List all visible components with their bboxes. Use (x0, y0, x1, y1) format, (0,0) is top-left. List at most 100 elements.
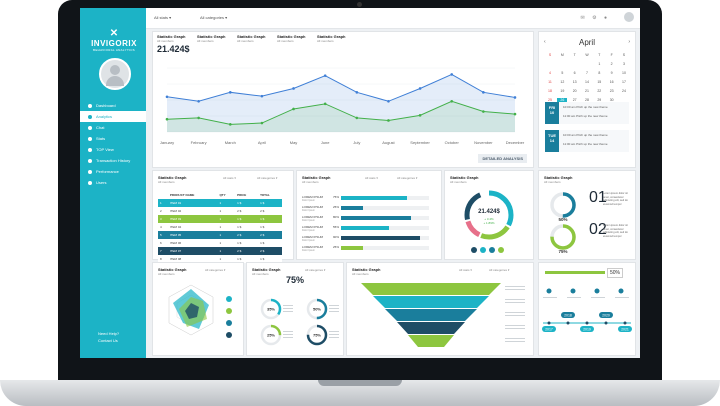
stats-dropdown[interactable]: All stats ▾ (223, 176, 236, 180)
tab-statistic-4[interactable]: Statistic Graph All members (277, 34, 306, 43)
categories-dropdown[interactable]: All categories ▾ (489, 268, 510, 272)
categories-dropdown[interactable]: All categories ▾ (200, 15, 228, 20)
sidebar-item-top-view[interactable]: TOP View (80, 144, 146, 155)
sidebar-item-dashboard[interactable]: Dashboard (80, 100, 146, 111)
calendar-day[interactable]: 16 (609, 79, 614, 84)
calendar-day[interactable]: 18 (548, 88, 552, 93)
topbar-icons[interactable]: ✉ ⚙ ● (580, 15, 610, 21)
timeline-point (547, 321, 551, 325)
calendar-day[interactable]: 22 (597, 88, 602, 93)
funnel-stage (397, 322, 465, 334)
bar-sublabel: Dolor Ipsum (302, 198, 315, 202)
calendar-day[interactable]: 5 (561, 70, 564, 75)
categories-dropdown[interactable]: All categories ▾ (305, 268, 326, 272)
stats-dropdown[interactable]: All stats ▾ (365, 176, 378, 180)
calendar-day[interactable]: 26 (557, 97, 568, 102)
calendar-day[interactable]: 25 (548, 97, 552, 102)
brand-logo[interactable]: ✕ INVIGORIX BEHAVIORAL ANALYTICS (86, 28, 142, 52)
sidebar-item-users[interactable]: Users (80, 177, 146, 188)
sidebar-item-analytics[interactable]: Analytics (80, 111, 146, 122)
table-cell: 2 $ (260, 249, 265, 253)
detailed-analysis-button[interactable]: DETAILED ANALYSIS (478, 154, 527, 163)
calendar-day[interactable]: 2 (610, 61, 613, 66)
contact-us-link[interactable]: Contact Us (98, 338, 118, 343)
calendar-day[interactable]: 20 (572, 88, 577, 93)
calendar-day[interactable]: 7 (586, 70, 588, 75)
ring-text-01: Lorem ipsum dolor sit amet, consectetur … (603, 192, 628, 206)
user-avatar[interactable] (99, 58, 131, 90)
text-placeholder (505, 302, 525, 303)
topbar-avatar[interactable] (624, 12, 634, 22)
calendar-day[interactable]: 12 (560, 79, 565, 84)
calendar-day[interactable]: 6 (573, 70, 576, 75)
bar-fill (341, 205, 363, 210)
calendar-day[interactable]: 3 (622, 61, 625, 66)
legend-dot[interactable] (471, 247, 477, 253)
sidebar-item-stats[interactable]: Stats (80, 133, 146, 144)
calendar-day[interactable]: 28 (585, 97, 589, 102)
table-cell: ITEM 05 (169, 233, 182, 237)
tab-statistic-3[interactable]: Statistic Graph All members (237, 34, 266, 43)
calendar-event[interactable]: TUE 14 10:00 am Pitch up the new theme 11… (545, 130, 629, 152)
panel-subtitle: All members (544, 180, 561, 184)
categories-dropdown[interactable]: All categories ▾ (205, 268, 226, 272)
categories-dropdown[interactable]: All categories ▾ (397, 176, 418, 180)
calendar-day[interactable]: 14 (585, 79, 589, 84)
table-row[interactable]: 3 ITEM 03 1 1 $ 1 $ (158, 215, 282, 223)
legend-dot[interactable] (498, 247, 504, 253)
sidebar-item-chat[interactable]: Chat (80, 122, 146, 133)
timeline-chart: 2017 2018 2019 2020 2021 (542, 288, 632, 332)
calendar-event[interactable]: FRI 10 10:00 am Pitch up the new theme 11… (545, 102, 629, 124)
text-placeholder (283, 337, 293, 338)
calendar-day[interactable]: 10 (622, 70, 626, 75)
calendar-day[interactable]: 4 (549, 70, 551, 75)
x-tick-label: May (290, 140, 298, 145)
timeline-point (604, 321, 608, 325)
calendar-day[interactable]: 15 (597, 79, 602, 84)
calendar-day[interactable]: 24 (622, 88, 626, 93)
table-row[interactable]: 8 ITEM 08 1 1 $ 1 $ (158, 255, 282, 263)
tab-statistic-1[interactable]: Statistic Graph All members (157, 34, 186, 43)
text-placeholder (505, 286, 525, 287)
calendar-day[interactable]: 1 (598, 61, 601, 66)
calendar-next-icon[interactable]: › (628, 39, 630, 45)
table-row[interactable]: 6 ITEM 06 1 1 $ 1 $ (158, 239, 282, 247)
calendar-day[interactable]: 9 (610, 70, 613, 75)
categories-dropdown[interactable]: All categories ▾ (257, 176, 278, 180)
legend-dot[interactable] (480, 247, 486, 253)
bar-sublabel: Dolor Ipsum (302, 208, 315, 212)
calendar-day[interactable]: 8 (598, 70, 601, 75)
calendar-day[interactable]: 11 (548, 79, 552, 84)
text-placeholder (567, 297, 581, 298)
stats-dropdown[interactable]: All stats ▾ (459, 268, 472, 272)
table-row[interactable]: 4 ITEM 04 1 1 $ 1 $ (158, 223, 282, 231)
table-row[interactable]: 1 ITEM 01 1 1 $ 1 $ (158, 199, 282, 207)
area-chart: January February March April May June July Augu… (160, 67, 525, 145)
event-text: Pitch up the new theme (576, 114, 608, 118)
calendar-day[interactable]: 19 (560, 88, 565, 93)
tab-statistic-5[interactable]: Statistic Graph All members (317, 34, 346, 43)
calendar-day[interactable]: 29 (597, 97, 602, 102)
calendar-day[interactable]: 17 (622, 79, 626, 84)
calendar-day[interactable]: 30 (609, 97, 614, 102)
table-row[interactable]: 7 ITEM 07 1 2 $ 2 $ (158, 247, 282, 255)
calendar-prev-icon[interactable]: ‹ (544, 39, 546, 45)
need-help-link[interactable]: Need Help? (98, 331, 120, 336)
table-row[interactable]: 5 ITEM 05 1 2 $ 2 $ (158, 231, 282, 239)
calendar-day[interactable]: 23 (609, 88, 614, 93)
stats-dropdown[interactable]: All stats ▾ (154, 15, 172, 20)
sidebar-item-transaction-history[interactable]: Transaction History (80, 155, 146, 166)
table-row[interactable]: 2 ITEM 02 1 2 $ 2 $ (158, 207, 282, 215)
bar-percent: 80% (333, 215, 340, 219)
calendar-day[interactable]: 21 (585, 88, 589, 93)
calendar-day[interactable]: 13 (572, 79, 577, 84)
bar-label: LOREM IPSUM (302, 235, 324, 239)
timeline-year: 2019 (583, 328, 591, 332)
legend-dot[interactable] (489, 247, 495, 253)
table-cell: 1 (219, 209, 222, 213)
bar-fill (341, 225, 390, 230)
calendar-day[interactable]: 27 (572, 97, 577, 102)
sidebar-item-performance[interactable]: Performance (80, 166, 146, 177)
tab-statistic-2[interactable]: Statistic Graph All members (197, 34, 226, 43)
bar-percent: 75% (333, 195, 340, 199)
